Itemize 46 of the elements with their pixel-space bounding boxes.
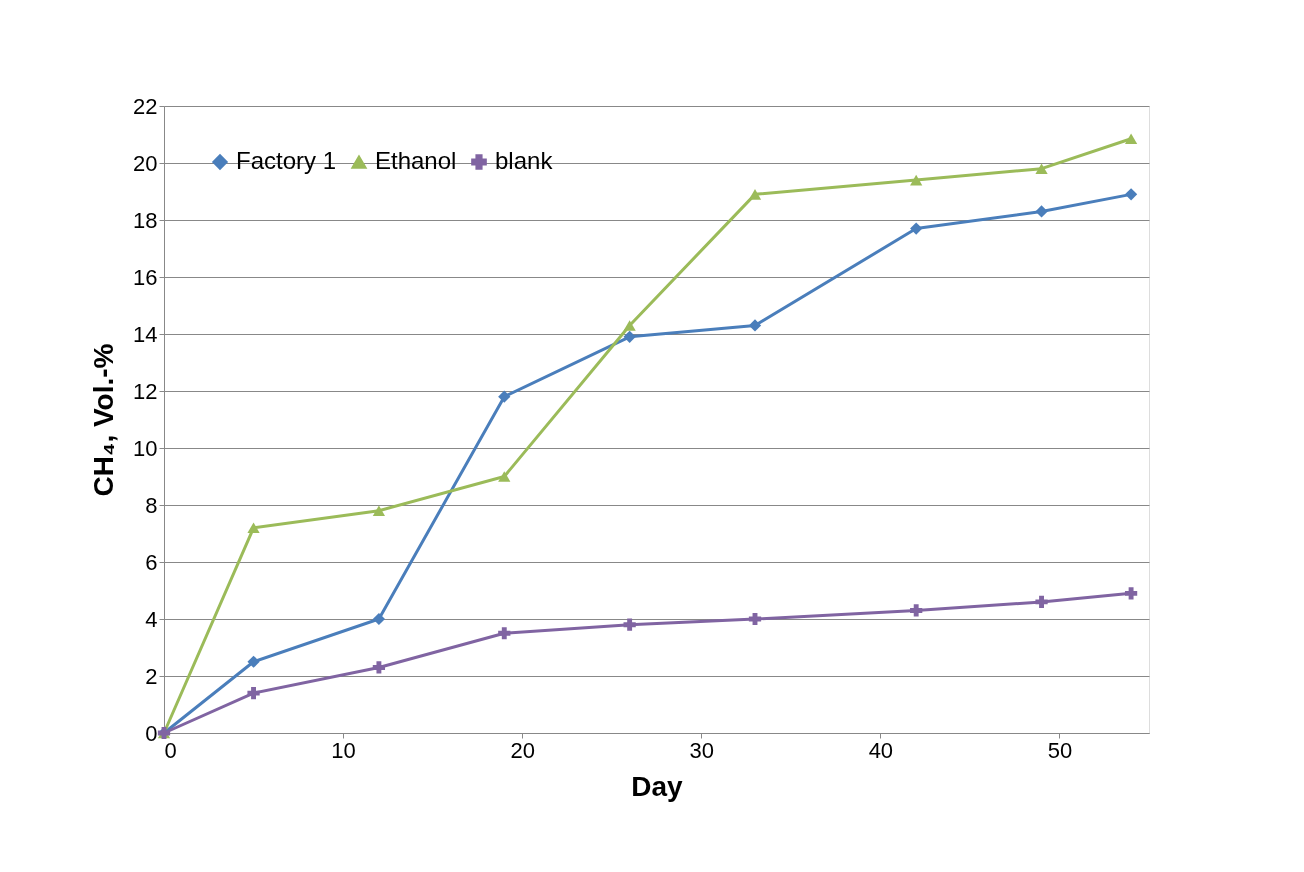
legend-label: blank [495,147,554,174]
point [372,661,386,674]
x-tick-label: 20 [510,737,535,763]
y-tick-label: 18 [133,207,158,233]
point [498,390,511,403]
legend-label: Ethanol [375,147,457,174]
y-tick-label: 20 [133,150,158,176]
y-tick-label: 2 [145,663,158,689]
point [498,627,511,640]
y-tick-label: 6 [145,549,158,575]
legend-label: Factory 1 [236,147,337,174]
point [748,189,762,200]
y-tick-label: 22 [133,93,158,119]
x-axis-title: Day [631,770,684,802]
y-tick-label: 10 [133,435,158,461]
point [910,222,923,235]
point [910,604,923,617]
point [1124,587,1138,600]
point [247,686,260,700]
point [1035,163,1048,174]
point [1124,188,1138,201]
point [623,320,636,331]
x-tick-label: 0 [164,737,177,763]
point [372,612,386,626]
y-tick-label: 12 [133,378,158,404]
point [1124,133,1138,145]
point [1035,595,1048,609]
point [247,655,260,668]
y-tick-label: 4 [145,606,158,632]
point [247,522,260,534]
point [1035,205,1048,218]
point [910,174,923,186]
point [498,471,511,482]
point [372,505,386,516]
x-tick-label: 50 [1047,737,1073,763]
x-tick-label: 30 [689,737,715,763]
point [623,330,636,343]
point [623,618,636,631]
x-tick-label: 10 [331,737,356,763]
y-tick-label: 8 [145,492,158,518]
y-tick-label: 0 [145,720,158,746]
y-tick-label: 14 [133,321,158,347]
y-axis-title: CH₄, Vol.-% [88,343,120,497]
y-tick-label: 16 [133,264,158,290]
point [748,319,762,332]
x-tick-label: 40 [868,737,894,763]
